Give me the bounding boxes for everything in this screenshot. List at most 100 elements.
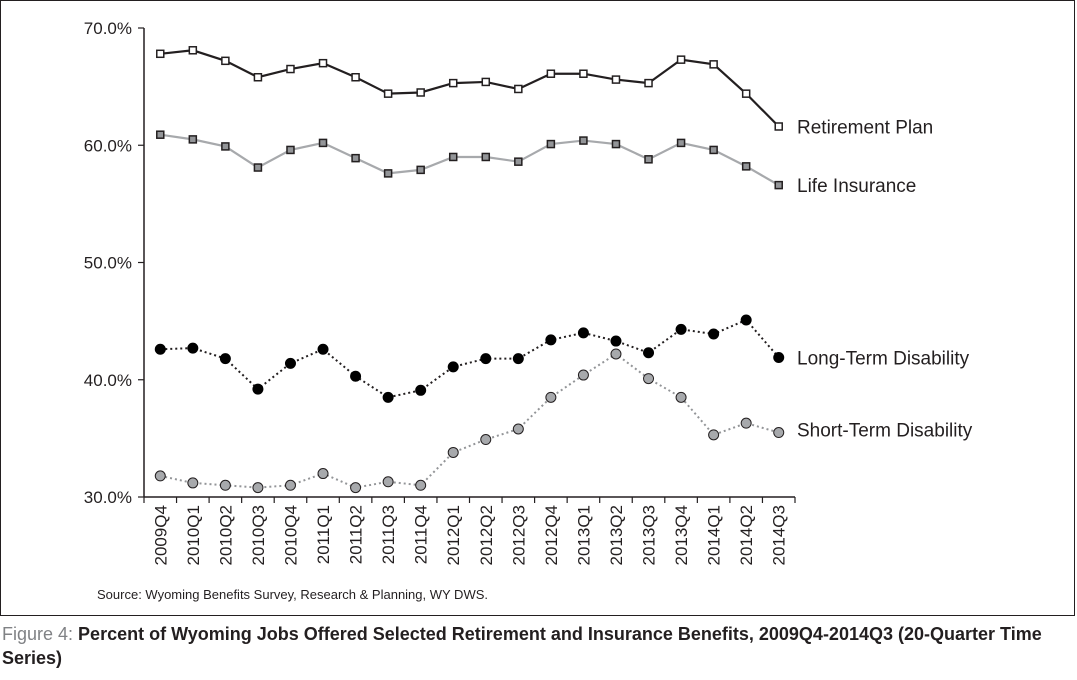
series-label: Retirement Plan [797,117,933,138]
data-point [643,347,655,359]
data-point [579,136,588,145]
series-long-term-disability [154,314,785,403]
data-point [253,163,263,172]
data-point [708,328,720,340]
data-point [317,343,329,355]
data-point [221,56,230,66]
x-tick-label: 2010Q1 [184,505,203,566]
source-note: Source: Wyoming Benefits Survey, Researc… [97,587,488,602]
data-point [675,323,687,335]
data-point [481,77,491,87]
data-point [545,391,557,403]
data-point [448,152,458,162]
data-point [741,162,751,171]
data-point [318,138,328,148]
data-point [187,477,199,489]
x-tick-label: 2012Q2 [477,505,496,565]
data-point [317,468,329,480]
data-point [676,55,686,64]
data-point [644,155,653,164]
data-point [350,482,362,494]
data-point [644,78,653,88]
data-point [512,423,524,435]
data-point [514,157,523,166]
data-point [709,60,718,69]
data-point [480,353,492,365]
series-line [160,318,780,399]
data-point [545,334,557,346]
data-point [351,72,360,82]
series-layer [154,46,785,494]
data-point [577,369,589,381]
x-tick-label: 2011Q2 [347,505,366,564]
data-point [415,384,427,396]
x-tick-label: 2012Q3 [509,505,528,566]
axes: 30.0% 40.0% 50.0% 60.0% 70.0% 2009Q4 2010Q1 201… [84,19,796,566]
data-point [156,49,165,59]
data-point [383,169,393,178]
data-point [188,135,198,144]
data-point [252,482,264,494]
data-point [318,58,328,68]
series-label: Life Insurance [797,176,916,197]
y-tick-label: 30.0% [84,488,132,507]
data-point [610,335,622,347]
data-point [611,75,621,84]
data-point [415,479,427,491]
data-point [708,429,720,441]
chart-frame: 30.0% 40.0% 50.0% 60.0% 70.0% 2009Q4 2010Q1 201… [0,0,1075,616]
data-point [219,353,231,365]
data-point [154,343,166,355]
data-point [774,180,783,190]
x-tick-label: 2014Q2 [737,505,756,566]
series-label: Short-Term Disability [797,421,973,442]
data-point [546,69,556,78]
x-tick-label: 2014Q3 [770,505,789,566]
data-point [741,89,751,98]
series-line [160,133,780,187]
series-retirement-plan [156,46,783,131]
data-point [546,139,556,149]
figure-caption: Figure 4: Percent of Wyoming Jobs Offere… [2,622,1072,670]
x-tick-label: 2010Q3 [249,505,268,566]
x-tick-label: 2013Q4 [672,505,691,566]
data-point [253,72,263,82]
data-point [154,470,166,482]
x-tick-label: 2013Q1 [574,505,593,566]
data-point [284,357,296,369]
y-tick-label: 50.0% [84,254,132,273]
data-point [643,373,655,385]
data-point [611,139,621,149]
series-short-term-disability [154,348,785,494]
data-point [383,89,393,98]
x-tick-label: 2012Q4 [542,505,561,566]
data-point [610,348,622,360]
data-point [416,165,425,175]
data-point [284,479,296,491]
x-tick-label: 2011Q3 [379,505,398,564]
data-point [514,84,523,94]
x-tick-label: 2012Q1 [444,505,463,566]
data-point [774,122,783,131]
series-labels: Retirement Plan Life Insurance Long-Term D… [797,117,973,441]
data-point [773,427,785,439]
data-point [382,476,394,488]
series-label: Long-Term Disability [797,348,970,369]
y-tick-label: 40.0% [84,371,132,390]
x-tick-label: 2014Q1 [705,505,724,566]
data-point [579,69,588,78]
data-point [252,383,264,395]
data-point [448,78,458,88]
data-point [187,342,199,354]
data-point [740,314,752,326]
x-tick-label: 2013Q3 [640,505,659,566]
data-point [447,446,459,458]
line-chart: 30.0% 40.0% 50.0% 60.0% 70.0% 2009Q4 2010Q1 201… [84,19,973,602]
series-line [160,352,780,489]
data-point [416,88,425,97]
data-point [350,370,362,382]
data-point [480,434,492,446]
x-tick-label: 2010Q4 [281,505,300,566]
data-point [709,145,718,155]
data-point [447,361,459,373]
